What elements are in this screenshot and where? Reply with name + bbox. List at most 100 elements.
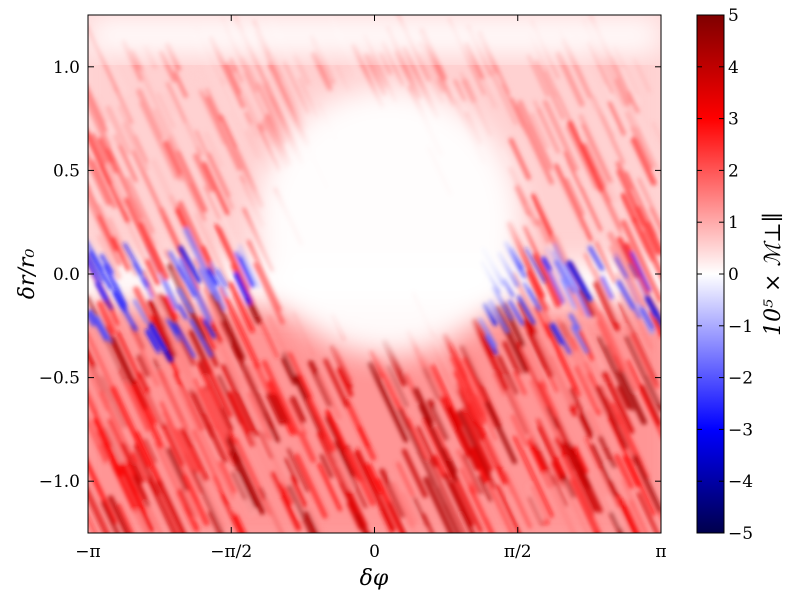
field-streak [536, 219, 550, 244]
field-streak [649, 310, 661, 338]
field-streak [122, 122, 149, 172]
field-streak [651, 122, 661, 144]
field-streak [536, 418, 567, 477]
field-streak [269, 54, 308, 130]
field-streak [517, 301, 540, 343]
field-streak [593, 280, 621, 332]
field-streak [330, 345, 353, 389]
field-streak [205, 180, 242, 256]
field-streak [118, 144, 138, 183]
field-streak [543, 472, 577, 533]
field-streak [201, 90, 243, 172]
x-tick-label: π/2 [504, 542, 532, 562]
field-streak [156, 92, 176, 129]
field-streak [624, 335, 647, 379]
field-streak [502, 341, 521, 376]
negative-streak [542, 256, 552, 271]
field-streak [530, 435, 556, 486]
field-streak [542, 99, 579, 172]
x-tick-label: π [655, 542, 666, 562]
field-streak [523, 319, 553, 378]
field-streak [236, 68, 265, 123]
field-streak [102, 392, 133, 454]
field-streak [379, 509, 393, 533]
field-streak [630, 136, 657, 186]
field-streak [306, 397, 336, 453]
negative-streak [173, 322, 196, 359]
y-tick-label: −0.5 [39, 369, 80, 389]
field-streak [560, 472, 575, 499]
field-streak [511, 271, 554, 356]
negative-streak [507, 299, 525, 326]
field-streak [633, 57, 651, 93]
field-streak [179, 488, 194, 517]
field-streak [88, 152, 112, 206]
negative-streak [645, 296, 661, 327]
field-streak [281, 357, 298, 386]
field-streak [492, 372, 506, 396]
field-streak [452, 371, 478, 421]
field-streak [430, 338, 460, 397]
field-streak [233, 271, 252, 305]
field-streak [162, 317, 193, 377]
negative-streak [150, 325, 168, 352]
negative-streak [165, 318, 181, 342]
field-streak [495, 484, 522, 533]
field-streak [203, 131, 224, 168]
field-streak [234, 250, 256, 288]
field-streak [618, 302, 658, 385]
field-streak [538, 416, 560, 454]
field-streak [336, 367, 354, 397]
field-streak [529, 379, 563, 444]
field-streak [601, 115, 614, 139]
field-streak [89, 316, 117, 370]
negative-streak [616, 279, 636, 310]
field-streak [605, 494, 625, 528]
field-streak [206, 152, 231, 198]
field-streak [460, 72, 492, 136]
negative-streak [88, 312, 96, 327]
field-streak [567, 120, 604, 193]
field-streak [619, 292, 639, 328]
field-streak [238, 244, 260, 289]
field-streak [208, 511, 220, 533]
field-streak [284, 457, 298, 484]
field-streak [394, 50, 420, 100]
field-streak [544, 324, 578, 391]
field-streak [434, 426, 452, 461]
field-streak [213, 332, 244, 390]
field-streak [528, 437, 545, 469]
field-streak [150, 158, 178, 209]
negative-streak [526, 288, 542, 312]
field-streak [555, 51, 585, 107]
field-streak [267, 315, 298, 375]
field-streak [486, 437, 501, 464]
field-streak [218, 461, 237, 494]
field-streak [121, 462, 147, 514]
field-streak [572, 445, 589, 474]
negative-streaks [88, 240, 661, 363]
field-streak [113, 85, 134, 125]
field-streak [88, 515, 97, 533]
field-streak [554, 167, 586, 231]
colorbar-tick-label: −1 [728, 317, 753, 337]
field-streak [646, 221, 661, 255]
top-quiet-strip [88, 15, 661, 57]
field-streak [247, 391, 273, 442]
field-streak [192, 391, 213, 431]
field-streak [578, 329, 595, 361]
field-streak [157, 369, 189, 430]
field-streak [280, 482, 294, 506]
field-streak [94, 367, 131, 443]
field-streak [584, 142, 608, 188]
field-streak [461, 462, 479, 494]
field-streak [192, 377, 219, 431]
field-streak [308, 360, 333, 407]
plot-area [88, 15, 661, 533]
field-streak [625, 111, 640, 139]
field-streak [487, 482, 515, 533]
field-streak [563, 177, 585, 217]
field-streak [130, 383, 164, 449]
field-streak [563, 151, 603, 232]
field-streak [569, 477, 598, 533]
